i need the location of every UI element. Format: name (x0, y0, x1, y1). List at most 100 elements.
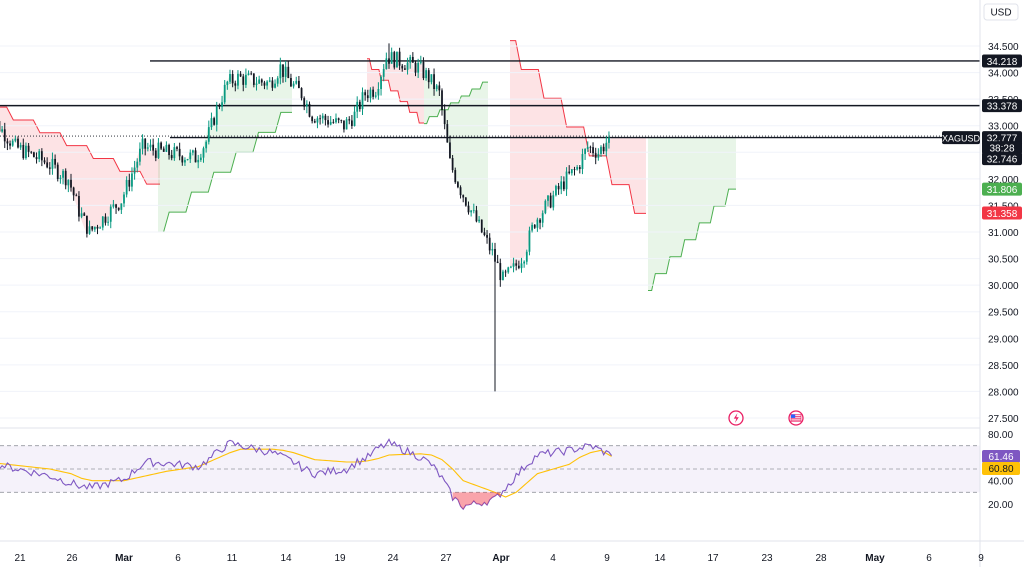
lightning-icon[interactable] (728, 410, 744, 426)
candle-up[interactable] (274, 79, 276, 89)
candle-up[interactable] (205, 140, 208, 153)
candle-up[interactable] (369, 87, 372, 103)
candle-up[interactable] (1, 125, 3, 133)
candle-up[interactable] (80, 207, 83, 219)
candle-down[interactable] (517, 260, 520, 270)
candle-down[interactable] (64, 168, 67, 190)
candle-down[interactable] (33, 151, 35, 158)
candle-down[interactable] (446, 120, 449, 143)
candle-down[interactable] (271, 77, 274, 91)
candle-down[interactable] (70, 173, 72, 192)
candle-up[interactable] (258, 75, 261, 84)
rsi-value-badge[interactable]: 61.46 (982, 450, 1020, 463)
price-badge[interactable]: 32.746 (982, 152, 1022, 166)
candle-down[interactable] (340, 119, 343, 124)
candle-down[interactable] (443, 104, 446, 130)
candle-down[interactable] (303, 96, 306, 111)
candle-up[interactable] (581, 148, 584, 175)
candle-down[interactable] (343, 120, 345, 133)
candle-down[interactable] (117, 207, 120, 212)
candle-up[interactable] (107, 216, 109, 226)
candle-down[interactable] (170, 149, 173, 161)
candle-down[interactable] (311, 115, 314, 124)
candle-up[interactable] (536, 217, 539, 232)
candle-up[interactable] (268, 77, 271, 83)
candle-down[interactable] (213, 116, 215, 126)
candle-down[interactable] (86, 215, 88, 238)
candle-down[interactable] (154, 148, 157, 162)
candle-up[interactable] (305, 100, 308, 114)
candle-up[interactable] (472, 203, 475, 214)
candle-down[interactable] (234, 80, 237, 92)
candle-up[interactable] (570, 169, 573, 176)
candle-up[interactable] (210, 112, 213, 130)
candle-up[interactable] (380, 75, 382, 96)
rsi-ma-badge[interactable]: 60.80 (982, 462, 1020, 475)
candle-up[interactable] (136, 158, 139, 173)
candle-down[interactable] (287, 60, 290, 79)
candle-up[interactable] (528, 226, 531, 256)
candle-down[interactable] (6, 138, 9, 151)
candle-down[interactable] (433, 68, 435, 96)
candle-up[interactable] (565, 167, 568, 196)
candle-up[interactable] (547, 195, 549, 207)
candle-up[interactable] (284, 60, 287, 83)
candle-down[interactable] (549, 192, 552, 209)
candle-down[interactable] (427, 68, 430, 89)
candle-down[interactable] (464, 197, 467, 207)
candle-down[interactable] (78, 191, 80, 222)
candle-down[interactable] (499, 258, 502, 287)
candle-up[interactable] (541, 210, 544, 228)
candle-up[interactable] (430, 74, 433, 85)
candle-up[interactable] (202, 146, 205, 163)
candle-up[interactable] (586, 141, 589, 152)
candle-up[interactable] (321, 113, 324, 124)
price-badge[interactable]: 32.777 (982, 131, 1022, 145)
candle-up[interactable] (396, 51, 398, 68)
candle-down[interactable] (43, 157, 46, 165)
candle-up[interactable] (51, 152, 54, 175)
candle-up[interactable] (523, 260, 526, 268)
candle-up[interactable] (425, 67, 427, 81)
candles[interactable] (0, 43, 610, 392)
candle-up[interactable] (139, 142, 141, 166)
candle-down[interactable] (3, 122, 6, 149)
candle-up[interactable] (199, 153, 202, 162)
candle-down[interactable] (290, 73, 292, 87)
candle-down[interactable] (96, 224, 99, 235)
candle-down[interactable] (592, 142, 594, 157)
candle-up[interactable] (237, 70, 239, 90)
candle-down[interactable] (504, 269, 507, 277)
candle-down[interactable] (56, 162, 59, 182)
candle-up[interactable] (512, 257, 515, 273)
us-flag-icon[interactable] (788, 410, 804, 426)
candle-down[interactable] (441, 88, 443, 116)
candle-down[interactable] (459, 185, 462, 199)
candle-up[interactable] (14, 135, 17, 143)
candle-up[interactable] (25, 142, 27, 160)
candle-down[interactable] (91, 226, 94, 232)
candle-down[interactable] (480, 219, 483, 234)
candle-up[interactable] (189, 149, 192, 163)
price-badge[interactable]: 38:28 (982, 141, 1022, 155)
candle-down[interactable] (160, 141, 162, 150)
candle-down[interactable] (515, 259, 518, 271)
candle-down[interactable] (327, 115, 329, 128)
candle-up[interactable] (507, 266, 510, 274)
candle-up[interactable] (67, 179, 70, 193)
candle-down[interactable] (557, 183, 560, 195)
candle-down[interactable] (313, 118, 316, 124)
candle-up[interactable] (374, 91, 377, 99)
candle-up[interactable] (335, 113, 337, 124)
candle-up[interactable] (133, 160, 136, 180)
candle-down[interactable] (218, 103, 221, 110)
candle-down[interactable] (411, 52, 414, 63)
candle-up[interactable] (491, 242, 494, 256)
candle-up[interactable] (88, 220, 91, 235)
candle-up[interactable] (406, 57, 409, 75)
candle-down[interactable] (308, 101, 311, 118)
candle-down[interactable] (144, 138, 147, 156)
candle-down[interactable] (22, 138, 25, 160)
candle-down[interactable] (414, 60, 417, 77)
candle-down[interactable] (128, 173, 131, 192)
